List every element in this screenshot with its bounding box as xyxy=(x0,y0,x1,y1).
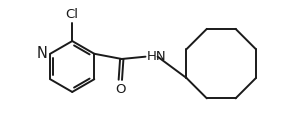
Text: Cl: Cl xyxy=(66,8,79,21)
Text: N: N xyxy=(37,46,48,61)
Text: O: O xyxy=(115,83,126,96)
Text: HN: HN xyxy=(147,50,166,63)
